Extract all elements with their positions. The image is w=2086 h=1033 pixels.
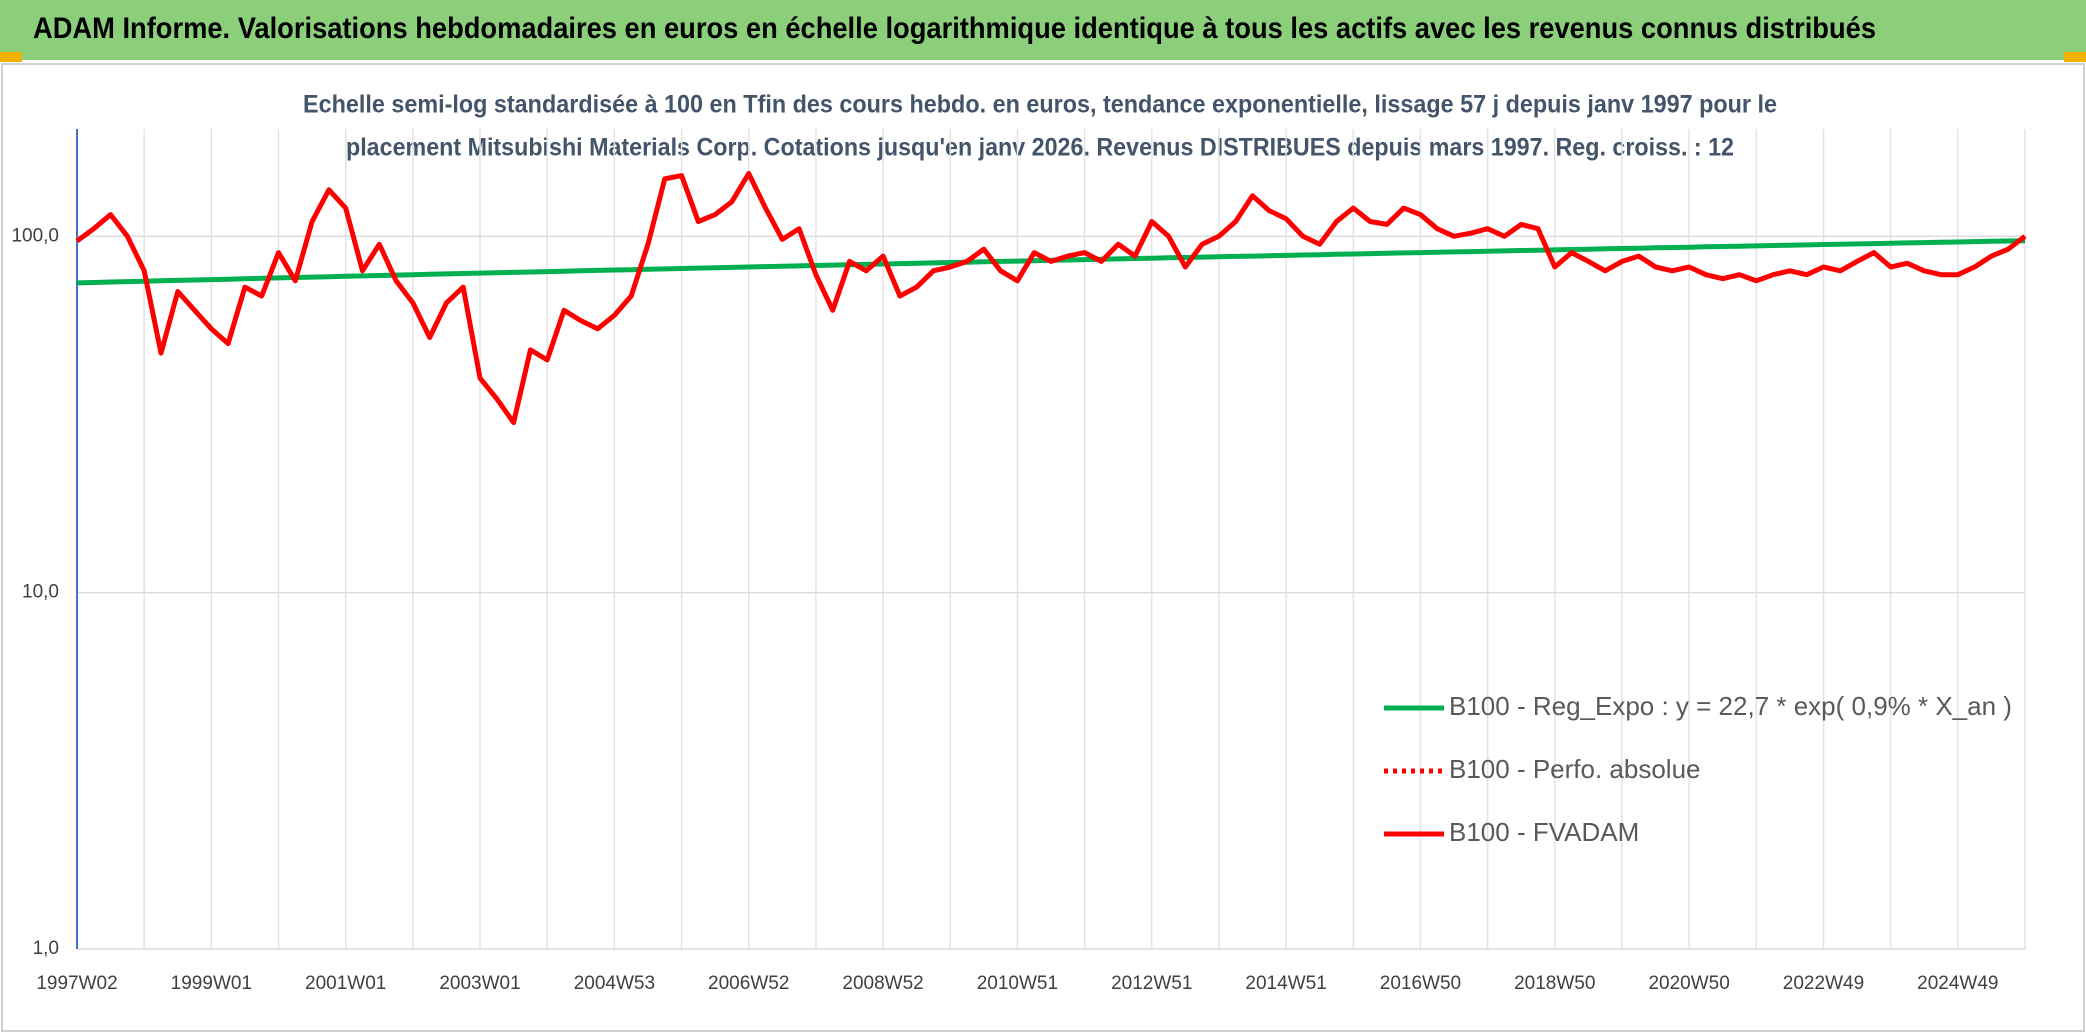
x-tick-label: 2022W49 [1783,973,1864,994]
x-tick-label: 2006W52 [708,973,789,994]
chart-frame [1,63,2085,1032]
chart-subtitle: Echelle semi-log standardisée à 100 en T… [303,91,1777,119]
legend-label: B100 - Perfo. absolue [1449,754,1701,784]
title-banner [0,0,2086,60]
x-tick-label: 2012W51 [1111,973,1192,994]
x-tick-label: 2010W51 [977,973,1058,994]
x-tick-label: 2024W49 [1917,973,1998,994]
chart-title: ADAM Informe. Valorisations hebdomadaire… [33,12,1876,45]
x-tick-label: 2001W01 [305,973,386,994]
y-tick-label: 100,0 [11,225,59,246]
series-line [75,171,2027,426]
x-tick-label: 1997W02 [36,973,117,994]
x-tick-label: 2018W50 [1514,973,1595,994]
x-tick-label: 2014W51 [1245,973,1326,994]
x-tick-label: 2004W53 [574,973,655,994]
y-tick-label: 10,0 [22,582,59,603]
x-tick-label: 2003W01 [439,973,520,994]
x-tick-label: 2008W52 [842,973,923,994]
chart-subtitle: placement Mitsubishi Materials Corp. Cot… [346,134,1734,162]
legend-label: B100 - Reg_Expo : y = 22,7 * exp( 0,9% *… [1449,691,2012,721]
corner [0,52,22,62]
x-tick-label: 2020W50 [1648,973,1729,994]
x-tick-label: 1999W01 [171,973,252,994]
corner [2064,52,2086,62]
y-tick-label: 1,0 [33,938,59,959]
x-tick-label: 2016W50 [1380,973,1461,994]
legend-label: B100 - FVADAM [1449,817,1639,847]
